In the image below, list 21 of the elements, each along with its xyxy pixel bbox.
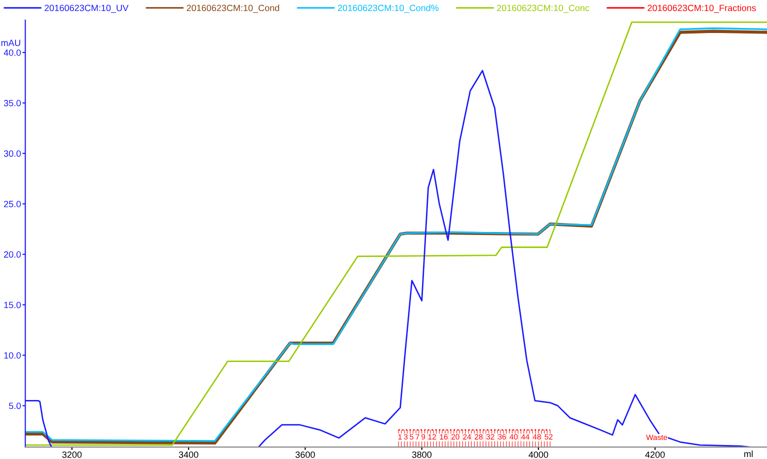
x-axis-title: ml <box>744 450 753 458</box>
y-axis-title: mAU <box>1 40 20 46</box>
x-tick-label: 3200 <box>62 451 82 458</box>
legend-label: 20160623CM:10_Cond <box>186 4 280 13</box>
y-tick-label: 10.0 <box>4 352 21 359</box>
y-tick-label: 5.0 <box>8 402 21 410</box>
x-tick-label: 3400 <box>178 451 198 458</box>
legend-label: 20160623CM:10_Conc <box>497 4 590 13</box>
y-tick-label: 30.0 <box>4 150 21 157</box>
y-tick-label: 15.0 <box>4 302 21 308</box>
x-tick-label: 4200 <box>645 451 665 458</box>
legend-label: 20160623CM:10_Fractions <box>648 4 756 13</box>
x-tick-label: 3600 <box>295 451 315 458</box>
x-tick-label: 4000 <box>528 451 548 458</box>
legend-label: 20160623CM:10_Cond% <box>338 4 439 13</box>
y-tick-label: 40.0 <box>4 49 21 56</box>
y-tick-label: 20.0 <box>4 251 21 258</box>
y-tick-label: 25.0 <box>4 200 21 208</box>
x-tick-label: 3800 <box>412 451 432 458</box>
y-tick-label: 35.0 <box>4 100 21 106</box>
legend-label: 20160623CM:10_UV <box>44 4 129 13</box>
